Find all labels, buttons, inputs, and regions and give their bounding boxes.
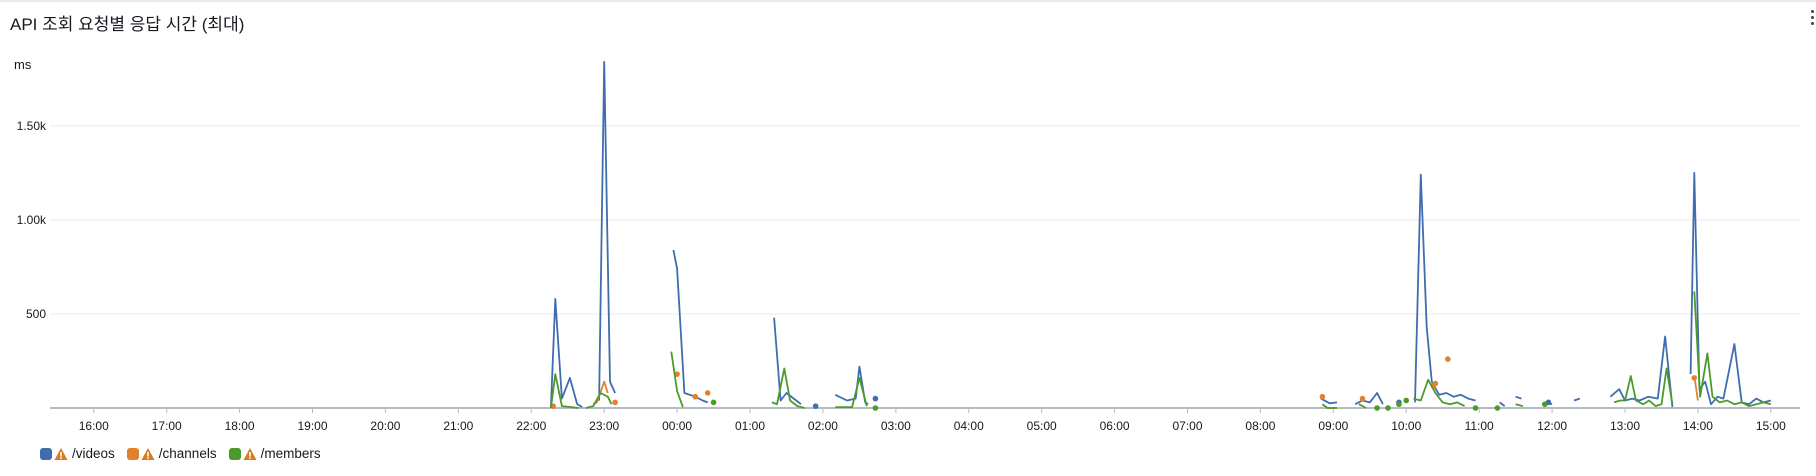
- series-line-members: [1358, 403, 1367, 409]
- data-point-members: [1385, 405, 1391, 411]
- legend-swatch: [228, 447, 241, 460]
- series-line-videos: [1515, 395, 1522, 400]
- data-point-members: [1374, 405, 1380, 411]
- x-tick-label: 03:00: [881, 419, 911, 433]
- x-tick-label: 06:00: [1100, 419, 1130, 433]
- legend-swatch: [40, 447, 52, 460]
- x-tick-label: 18:00: [225, 419, 255, 433]
- x-tick-label: 01:00: [735, 419, 765, 433]
- data-point-videos: [812, 403, 819, 409]
- x-tick-label: 07:00: [1172, 419, 1202, 433]
- series-line-videos: [598, 61, 616, 401]
- x-tick-label: 15:00: [1756, 419, 1786, 433]
- x-tick-label: 20:00: [370, 419, 400, 433]
- data-point-channels: [1445, 356, 1451, 362]
- series-line-members: [585, 392, 613, 409]
- x-tick-label: 04:00: [954, 419, 984, 433]
- series-line-videos: [672, 249, 709, 404]
- series-line-members: [1693, 291, 1772, 408]
- data-point-channels: [692, 393, 699, 400]
- data-point-members: [1403, 397, 1410, 404]
- warning-icon: [54, 447, 68, 460]
- series-line-videos: [773, 317, 802, 405]
- chart-legend: /videos /channels /members: [40, 446, 333, 461]
- data-point-channels: [704, 390, 711, 396]
- x-tick-label: 21:00: [443, 419, 473, 433]
- data-point-members: [1541, 401, 1548, 408]
- y-tick-label: 1.00k: [17, 213, 47, 227]
- data-point-channels: [1319, 393, 1326, 400]
- legend-label: /members: [260, 446, 321, 461]
- data-point-channels: [1359, 395, 1366, 402]
- series-line-videos: [1499, 401, 1506, 407]
- data-point-members: [1396, 401, 1402, 408]
- x-tick-label: 02:00: [808, 419, 838, 433]
- x-tick-label: 09:00: [1318, 419, 1348, 433]
- x-tick-label: 19:00: [297, 419, 327, 433]
- y-tick-label: 1.50k: [17, 119, 47, 133]
- x-tick-label: 08:00: [1245, 419, 1275, 433]
- series-line-members: [1413, 378, 1466, 407]
- x-tick-label: 17:00: [152, 419, 182, 433]
- series-line-members: [835, 376, 868, 409]
- legend-item-members[interactable]: /members: [228, 446, 321, 461]
- series-line-members: [550, 373, 579, 409]
- data-point-channels: [612, 399, 618, 406]
- more-options-icon[interactable]: [1808, 10, 1816, 30]
- legend-swatch: [126, 447, 139, 460]
- y-tick-label: 500: [26, 307, 46, 321]
- x-tick-label: 10:00: [1391, 419, 1421, 433]
- series-line-videos: [1573, 397, 1581, 402]
- series-line-videos: [834, 365, 869, 405]
- series-line-members: [771, 367, 805, 409]
- series-line-videos: [550, 297, 583, 409]
- series-line-videos: [1354, 392, 1384, 406]
- data-point-channels: [1432, 380, 1439, 387]
- data-point-members: [710, 399, 717, 406]
- series-line-videos: [1689, 171, 1772, 406]
- data-point-channels: [1691, 375, 1698, 381]
- warning-icon: [243, 447, 257, 460]
- data-point-members: [1494, 405, 1501, 411]
- series-line-members: [1613, 367, 1674, 408]
- panel-title: API 조회 요청별 응답 시간 (최대): [10, 15, 245, 34]
- legend-label: /channels: [158, 446, 217, 461]
- data-point-members: [872, 405, 879, 411]
- series-line-videos: [1414, 173, 1476, 403]
- x-tick-label: 16:00: [79, 419, 109, 433]
- x-tick-label: 22:00: [516, 419, 546, 433]
- data-point-videos: [872, 395, 879, 402]
- series-line-channels: [1431, 383, 1437, 390]
- x-tick-label: 13:00: [1610, 419, 1640, 433]
- x-tick-label: 12:00: [1537, 419, 1567, 433]
- warning-icon: [141, 447, 155, 460]
- legend-label: /videos: [72, 446, 115, 461]
- series-line-members: [670, 351, 684, 408]
- x-tick-label: 23:00: [589, 419, 619, 433]
- data-point-members: [1472, 405, 1479, 411]
- x-tick-label: 00:00: [662, 419, 692, 433]
- x-tick-label: 05:00: [1027, 419, 1057, 433]
- legend-item-videos[interactable]: /videos: [40, 446, 115, 461]
- series-line-members: [1515, 403, 1524, 407]
- x-tick-label: 11:00: [1465, 419, 1494, 433]
- y-axis-unit: ms: [14, 57, 32, 72]
- legend-item-channels[interactable]: /channels: [126, 446, 217, 461]
- line-chart: 500 1.00k 1.50k 16:00 17:00 18:00 19:00 20:00 21…: [17, 61, 1800, 433]
- series-line-members: [1321, 403, 1337, 409]
- series-line-videos: [1320, 397, 1338, 405]
- x-tick-label: 14:00: [1683, 419, 1713, 433]
- series-line-videos: [1609, 335, 1674, 408]
